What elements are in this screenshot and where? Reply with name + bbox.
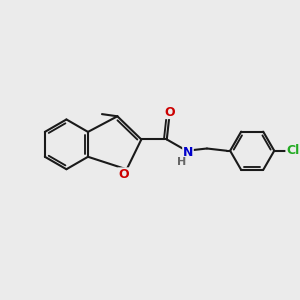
Text: Cl: Cl xyxy=(286,144,299,157)
Text: O: O xyxy=(165,106,175,118)
Text: N: N xyxy=(183,146,193,159)
Text: H: H xyxy=(177,157,186,166)
Text: O: O xyxy=(118,168,129,181)
